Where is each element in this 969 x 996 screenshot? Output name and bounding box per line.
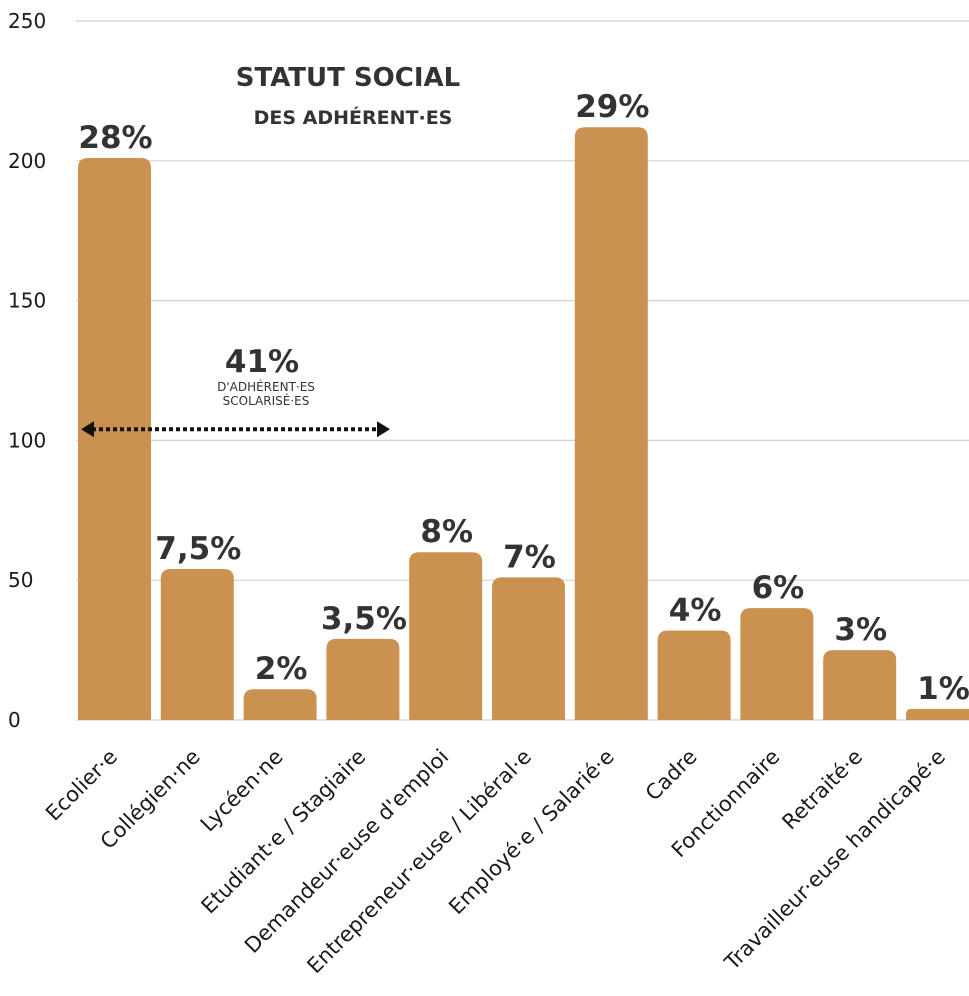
data-label: 4% <box>669 593 722 629</box>
y-tick-label: 200 <box>8 149 46 173</box>
y-axis-ticks: 0 50 100 150 200 250 <box>8 9 46 732</box>
data-label: 8% <box>420 514 473 550</box>
y-tick-label: 150 <box>8 289 46 313</box>
bar <box>740 608 814 720</box>
category-label: Etudiant·e / Stagiaire <box>197 745 371 919</box>
data-labels: 28% 7,5% 2% 3,5% 8% 7% 29% 4% 6% 3% 1% <box>78 89 969 707</box>
annotation-percent: 41% <box>225 344 299 380</box>
data-label: 2% <box>255 651 308 687</box>
bar <box>492 577 565 720</box>
annotation-line2: SCOLARISÉ·ES <box>223 393 310 408</box>
data-label: 3,5% <box>321 601 407 637</box>
bar <box>326 638 400 720</box>
y-tick-label: 0 <box>8 708 21 732</box>
y-tick-label: 250 <box>8 9 46 33</box>
bar <box>657 630 731 720</box>
category-label: Retraité·e <box>778 745 868 835</box>
bar <box>409 552 483 720</box>
category-labels: Ecolier·eCollégien·neLycéen·neEtudiant·e… <box>41 745 950 979</box>
annotation-line1: D'ADHÉRENT·ES <box>217 379 315 394</box>
bar <box>906 708 969 720</box>
category-label: Ecolier·e <box>41 745 122 826</box>
data-label: 7% <box>503 539 556 575</box>
data-label: 6% <box>752 570 805 606</box>
bar <box>574 127 648 721</box>
category-label: Employé·e / Salarié·e <box>444 745 619 920</box>
arrow-left-head <box>81 421 94 438</box>
bar <box>78 158 151 720</box>
y-tick-label: 50 <box>8 568 33 592</box>
category-label: Cadre <box>641 745 702 806</box>
bar <box>823 650 897 720</box>
chart-subtitle: DES ADHÉRENT·ES <box>254 106 453 129</box>
arrow-right-head <box>377 421 390 438</box>
data-label: 3% <box>834 612 887 648</box>
y-tick-label: 100 <box>8 428 46 452</box>
data-label: 29% <box>575 89 649 125</box>
bar <box>243 689 317 720</box>
data-label: 28% <box>78 120 152 156</box>
bars <box>78 127 969 721</box>
schooled-annotation: 41% D'ADHÉRENT·ES SCOLARISÉ·ES <box>81 344 390 438</box>
chart-title: STATUT SOCIAL <box>236 63 460 93</box>
category-label: Lycéen·ne <box>196 745 288 837</box>
bar <box>160 569 234 720</box>
data-label: 7,5% <box>155 531 241 567</box>
data-label: 1% <box>917 671 969 707</box>
